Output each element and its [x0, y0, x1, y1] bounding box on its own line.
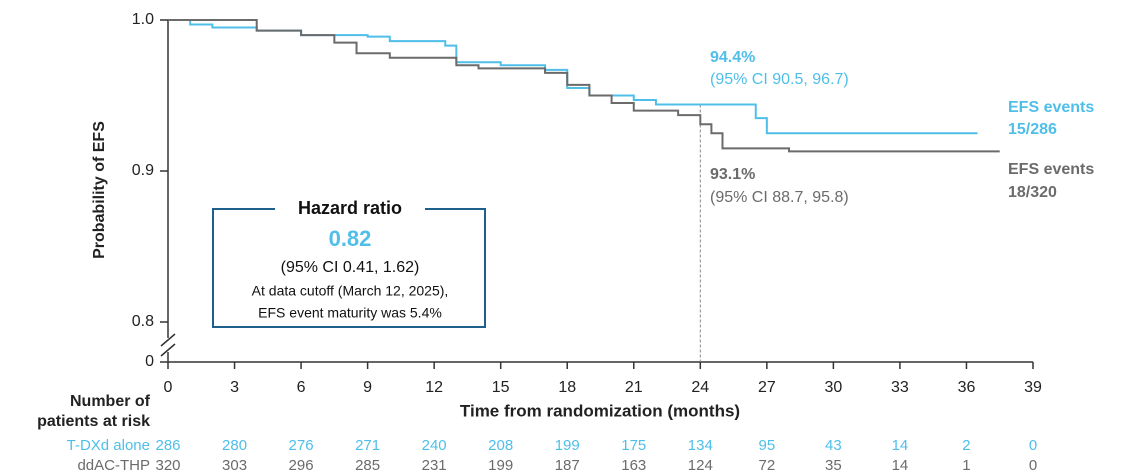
axis-break	[160, 343, 176, 357]
ci-label: (95% CI 88.7, 95.8)	[710, 189, 849, 206]
hr-note: EFS event maturity was 5.4%	[258, 305, 442, 321]
risk-row-label: ddAC-THP	[77, 457, 150, 474]
x-tick-label: 24	[691, 379, 709, 396]
risk-value: 296	[289, 457, 314, 474]
risk-value: 271	[355, 437, 380, 454]
x-tick-label: 12	[425, 379, 443, 396]
x-tick-label: 33	[891, 379, 909, 396]
risk-value: 199	[488, 457, 513, 474]
hr-ci: (95% CI 0.41, 1.62)	[281, 259, 420, 276]
risk-value: 276	[289, 437, 314, 454]
events-label: 15/286	[1008, 121, 1057, 138]
y-tick-label: 0.9	[132, 162, 154, 179]
risk-value: 14	[892, 457, 909, 474]
km-curve	[168, 19, 1000, 153]
risk-value: 2	[962, 437, 970, 454]
x-tick-label: 30	[824, 379, 842, 396]
risk-table-title: Number of patients at risk	[37, 393, 150, 430]
x-tick-label: 21	[625, 379, 643, 396]
hr-value: 0.82	[329, 226, 372, 251]
x-tick-label: 27	[758, 379, 776, 396]
estimate-label: 93.1%	[710, 166, 755, 183]
risk-value: 320	[155, 457, 180, 474]
hr-title-bg	[275, 198, 425, 220]
ci-label: (95% CI 90.5, 96.7)	[710, 71, 849, 88]
x-tick-label: 39	[1024, 379, 1042, 396]
events-label: EFS events	[1008, 99, 1094, 116]
y-tick-label: 1.0	[132, 11, 154, 28]
y-tick-label: 0.8	[132, 313, 154, 330]
risk-value: 240	[422, 437, 447, 454]
y-axis-label: Probability of EFS	[91, 121, 108, 259]
risk-value: 72	[759, 457, 776, 474]
x-tick-label: 0	[164, 379, 173, 396]
risk-value: 286	[155, 437, 180, 454]
axis-break	[160, 333, 176, 347]
x-tick-label: 15	[492, 379, 510, 396]
x-tick-label: 3	[230, 379, 239, 396]
x-tick-label: 6	[297, 379, 306, 396]
x-tick-label: 36	[958, 379, 976, 396]
risk-value: 95	[759, 437, 776, 454]
hr-note: At data cutoff (March 12, 2025),	[252, 283, 449, 299]
risk-value: 134	[688, 437, 713, 454]
risk-value: 285	[355, 457, 380, 474]
risk-value: 175	[621, 437, 646, 454]
x-tick-label: 18	[558, 379, 576, 396]
risk-value: 1	[962, 457, 970, 474]
risk-value: 208	[488, 437, 513, 454]
events-label: 18/320	[1008, 184, 1057, 201]
risk-row-label: T-DXd alone	[67, 437, 150, 454]
risk-value: 187	[555, 457, 580, 474]
x-axis-label: Time from randomization (months)	[460, 401, 740, 420]
risk-value: 280	[222, 437, 247, 454]
events-label: EFS events	[1008, 161, 1094, 178]
risk-value: 163	[621, 457, 646, 474]
risk-value: 303	[222, 457, 247, 474]
y-tick-label: 0	[145, 353, 154, 370]
x-tick-label: 9	[363, 379, 372, 396]
risk-value: 124	[688, 457, 713, 474]
risk-value: 35	[825, 457, 842, 474]
risk-value: 43	[825, 437, 842, 454]
risk-value: 199	[555, 437, 580, 454]
risk-value: 14	[892, 437, 909, 454]
risk-value: 0	[1029, 437, 1037, 454]
km-curve	[168, 19, 978, 135]
risk-value: 0	[1029, 457, 1037, 474]
risk-value: 231	[422, 457, 447, 474]
hr-title: Hazard ratio	[298, 198, 402, 218]
estimate-label: 94.4%	[710, 49, 755, 66]
